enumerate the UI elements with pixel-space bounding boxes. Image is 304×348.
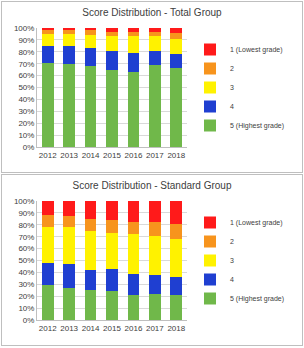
svg-text:2016: 2016 — [125, 151, 143, 160]
svg-text:1 (Lowest grade): 1 (Lowest grade) — [230, 46, 283, 54]
svg-text:2014: 2014 — [82, 324, 100, 333]
svg-text:70%: 70% — [18, 60, 34, 69]
svg-text:0%: 0% — [23, 143, 35, 152]
svg-text:60%: 60% — [18, 244, 34, 253]
svg-text:40%: 40% — [18, 95, 34, 104]
svg-text:2017: 2017 — [146, 324, 164, 333]
svg-text:2: 2 — [230, 238, 234, 245]
svg-text:2013: 2013 — [60, 324, 78, 333]
svg-text:2018: 2018 — [167, 324, 185, 333]
svg-text:2012: 2012 — [39, 324, 57, 333]
svg-text:4: 4 — [230, 103, 234, 110]
svg-text:2017: 2017 — [146, 151, 164, 160]
svg-text:20%: 20% — [18, 292, 34, 301]
svg-text:3: 3 — [230, 84, 234, 91]
svg-text:2016: 2016 — [125, 324, 143, 333]
svg-text:10%: 10% — [18, 131, 34, 140]
svg-text:60%: 60% — [18, 71, 34, 80]
svg-text:30%: 30% — [18, 280, 34, 289]
svg-text:2015: 2015 — [103, 324, 121, 333]
svg-text:80%: 80% — [18, 221, 34, 230]
svg-text:2015: 2015 — [103, 151, 121, 160]
svg-text:Score Distribution - Standard: Score Distribution - Standard Group — [73, 180, 232, 191]
svg-text:10%: 10% — [18, 304, 34, 313]
svg-text:2013: 2013 — [60, 151, 78, 160]
svg-text:30%: 30% — [18, 107, 34, 116]
svg-text:80%: 80% — [18, 48, 34, 57]
svg-text:90%: 90% — [18, 36, 34, 45]
svg-text:2: 2 — [230, 65, 234, 72]
svg-text:90%: 90% — [18, 209, 34, 218]
svg-text:1 (Lowest grade): 1 (Lowest grade) — [230, 219, 283, 227]
svg-text:Score Distribution - Total Gro: Score Distribution - Total Group — [82, 7, 222, 18]
svg-text:0%: 0% — [23, 316, 35, 325]
svg-text:40%: 40% — [18, 268, 34, 277]
svg-text:100%: 100% — [14, 197, 34, 206]
svg-text:4: 4 — [230, 276, 234, 283]
svg-text:50%: 50% — [18, 83, 34, 92]
svg-text:3: 3 — [230, 257, 234, 264]
svg-text:20%: 20% — [18, 119, 34, 128]
svg-text:2012: 2012 — [39, 151, 57, 160]
svg-text:2014: 2014 — [82, 151, 100, 160]
svg-text:70%: 70% — [18, 233, 34, 242]
svg-text:5 (Highest grade): 5 (Highest grade) — [230, 295, 284, 303]
svg-text:5 (Highest grade): 5 (Highest grade) — [230, 122, 284, 130]
svg-text:50%: 50% — [18, 256, 34, 265]
svg-text:100%: 100% — [14, 24, 34, 33]
svg-text:2018: 2018 — [167, 151, 185, 160]
